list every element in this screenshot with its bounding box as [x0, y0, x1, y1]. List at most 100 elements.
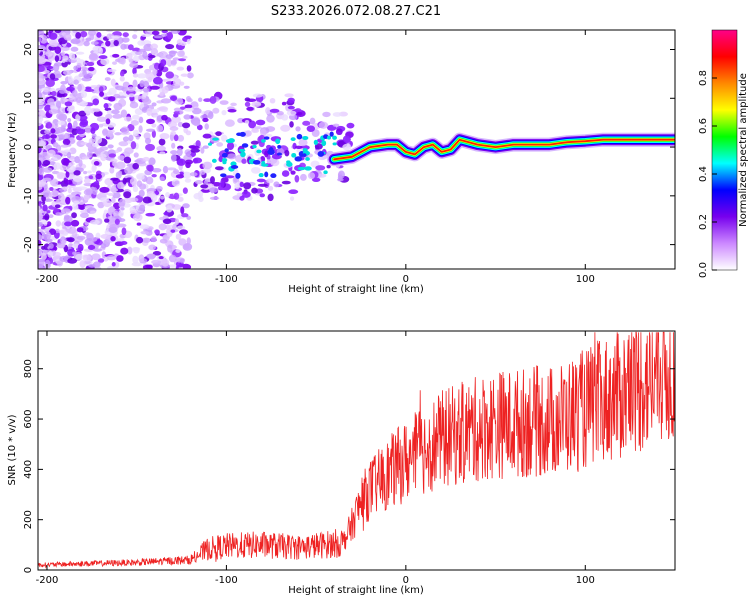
- spectrogram-blob: [38, 167, 45, 176]
- spectrogram-blob: [151, 167, 162, 173]
- spectrogram-blob: [136, 222, 142, 226]
- spectrogram-blob-strong: [207, 142, 213, 146]
- spectrogram-blob: [186, 65, 192, 72]
- spectrogram-blob: [100, 234, 111, 240]
- spectrogram-blob: [83, 194, 90, 201]
- spectrogram-blob: [44, 259, 51, 268]
- spectrogram-blob: [135, 236, 144, 244]
- spectrogram-blob: [55, 212, 63, 216]
- spectrogram-blob: [214, 166, 224, 171]
- spectrogram-blob: [117, 181, 125, 190]
- spectrogram-blob: [269, 97, 276, 104]
- spectrogram-blob: [95, 173, 102, 180]
- spectrogram-blob-strong: [277, 145, 282, 149]
- spectrogram-blob: [132, 73, 139, 78]
- spectrogram-blob: [84, 88, 95, 93]
- spectrogram-blob: [67, 187, 72, 194]
- spectrogram-blob: [54, 30, 62, 34]
- spectrogram-blob: [55, 73, 62, 79]
- spectrogram-blob: [159, 151, 166, 155]
- spectrogram-blob: [55, 228, 60, 234]
- spectrogram-blob: [134, 212, 141, 219]
- spectrogram-blob: [150, 43, 159, 50]
- spectrogram-blob: [183, 85, 190, 89]
- spectrogram-blob: [342, 143, 352, 151]
- spectrogram-blob: [100, 197, 110, 203]
- spectrogram-blob-strong: [261, 138, 266, 143]
- spectrogram-blob: [172, 78, 182, 86]
- spectrogram-blob: [116, 255, 124, 262]
- spectrogram-blob: [99, 186, 110, 193]
- spectrogram-blob: [156, 107, 168, 111]
- spectrogram-blob: [276, 111, 284, 116]
- spectrogram-blob: [113, 93, 121, 99]
- spectrogram-blob: [65, 165, 76, 173]
- spectrogram-blob: [182, 122, 191, 129]
- spectrogram-blob: [38, 101, 45, 106]
- spectrogram-blob: [215, 131, 222, 137]
- spectrogram-blob: [81, 156, 90, 160]
- spectrogram-blob: [137, 40, 146, 46]
- spectrogram-blob: [43, 89, 50, 93]
- spectrogram-blob: [180, 73, 189, 77]
- spectrogram-blob: [140, 230, 150, 235]
- spectrogram-blob-strong: [241, 143, 249, 148]
- spectrogram-blob: [288, 189, 299, 194]
- spectrogram-blob: [159, 238, 168, 244]
- spectrogram-blob: [203, 98, 212, 103]
- spectrogram-blob: [243, 182, 252, 190]
- spectrogram-blob: [179, 258, 185, 264]
- spectrogram-blob: [113, 102, 123, 111]
- spectrogram-blob-strong: [294, 156, 303, 162]
- spectrogram-blob: [53, 208, 60, 214]
- spectrogram-blob: [38, 65, 45, 73]
- spectrogram-blob: [224, 175, 235, 179]
- spectrogram-blob: [38, 111, 46, 116]
- spectrogram-blob: [151, 110, 157, 114]
- spectrogram-blob: [67, 75, 73, 84]
- spectrogram-blob: [38, 140, 46, 148]
- spectrogram-blob: [183, 107, 194, 112]
- spectrogram-blob: [246, 106, 254, 111]
- spectrogram-blob: [52, 142, 59, 148]
- spectrogram-blob: [337, 170, 345, 179]
- spectrogram-blob: [180, 41, 187, 46]
- spectrogram-blob-strong: [317, 150, 325, 157]
- spectrogram-blob: [182, 203, 190, 209]
- spectrogram-blob: [38, 263, 44, 269]
- colorbar-tick-label: 0.8: [698, 70, 709, 86]
- spectrogram-blob: [42, 167, 53, 173]
- spectrogram-blob: [38, 174, 44, 181]
- spectrogram-blob: [125, 52, 133, 61]
- spectrogram-blob: [216, 142, 224, 147]
- spectrogram-blob: [190, 148, 201, 153]
- spectrogram-blob: [209, 187, 219, 193]
- spectrogram-blob: [112, 192, 121, 199]
- spectrogram-blob: [126, 86, 136, 92]
- spectrogram-blob-strong: [332, 142, 337, 146]
- spectrogram-blob: [281, 114, 289, 121]
- spectrogram-blob: [81, 91, 88, 98]
- spectrogram-blob: [38, 92, 43, 100]
- spectrogram-blob: [110, 177, 119, 181]
- spectrogram-blob: [322, 111, 331, 118]
- spectrogram-blob: [132, 67, 137, 75]
- spectrogram-blob: [210, 176, 215, 184]
- spectrogram-blob: [103, 103, 109, 109]
- snr-frame: [37, 330, 676, 571]
- spectrogram-blob: [91, 143, 100, 148]
- spectrogram-blob: [204, 123, 209, 130]
- spectrogram-blob: [73, 65, 78, 71]
- spectrogram-blob: [109, 223, 120, 230]
- colorbar-tick-label: 0.4: [698, 166, 709, 182]
- x-tick-label: -200: [36, 274, 59, 285]
- spectrogram-blob: [154, 229, 160, 235]
- spectrogram-blob: [70, 219, 80, 227]
- spectrogram-blob: [117, 155, 125, 161]
- spectrogram-blob: [145, 128, 156, 132]
- spectrogram-blob: [161, 30, 169, 34]
- spectrogram-blob: [251, 101, 262, 108]
- spectrogram-blob: [129, 177, 137, 185]
- spectrogram-blob: [77, 186, 88, 191]
- spectrogram-blob: [142, 237, 151, 243]
